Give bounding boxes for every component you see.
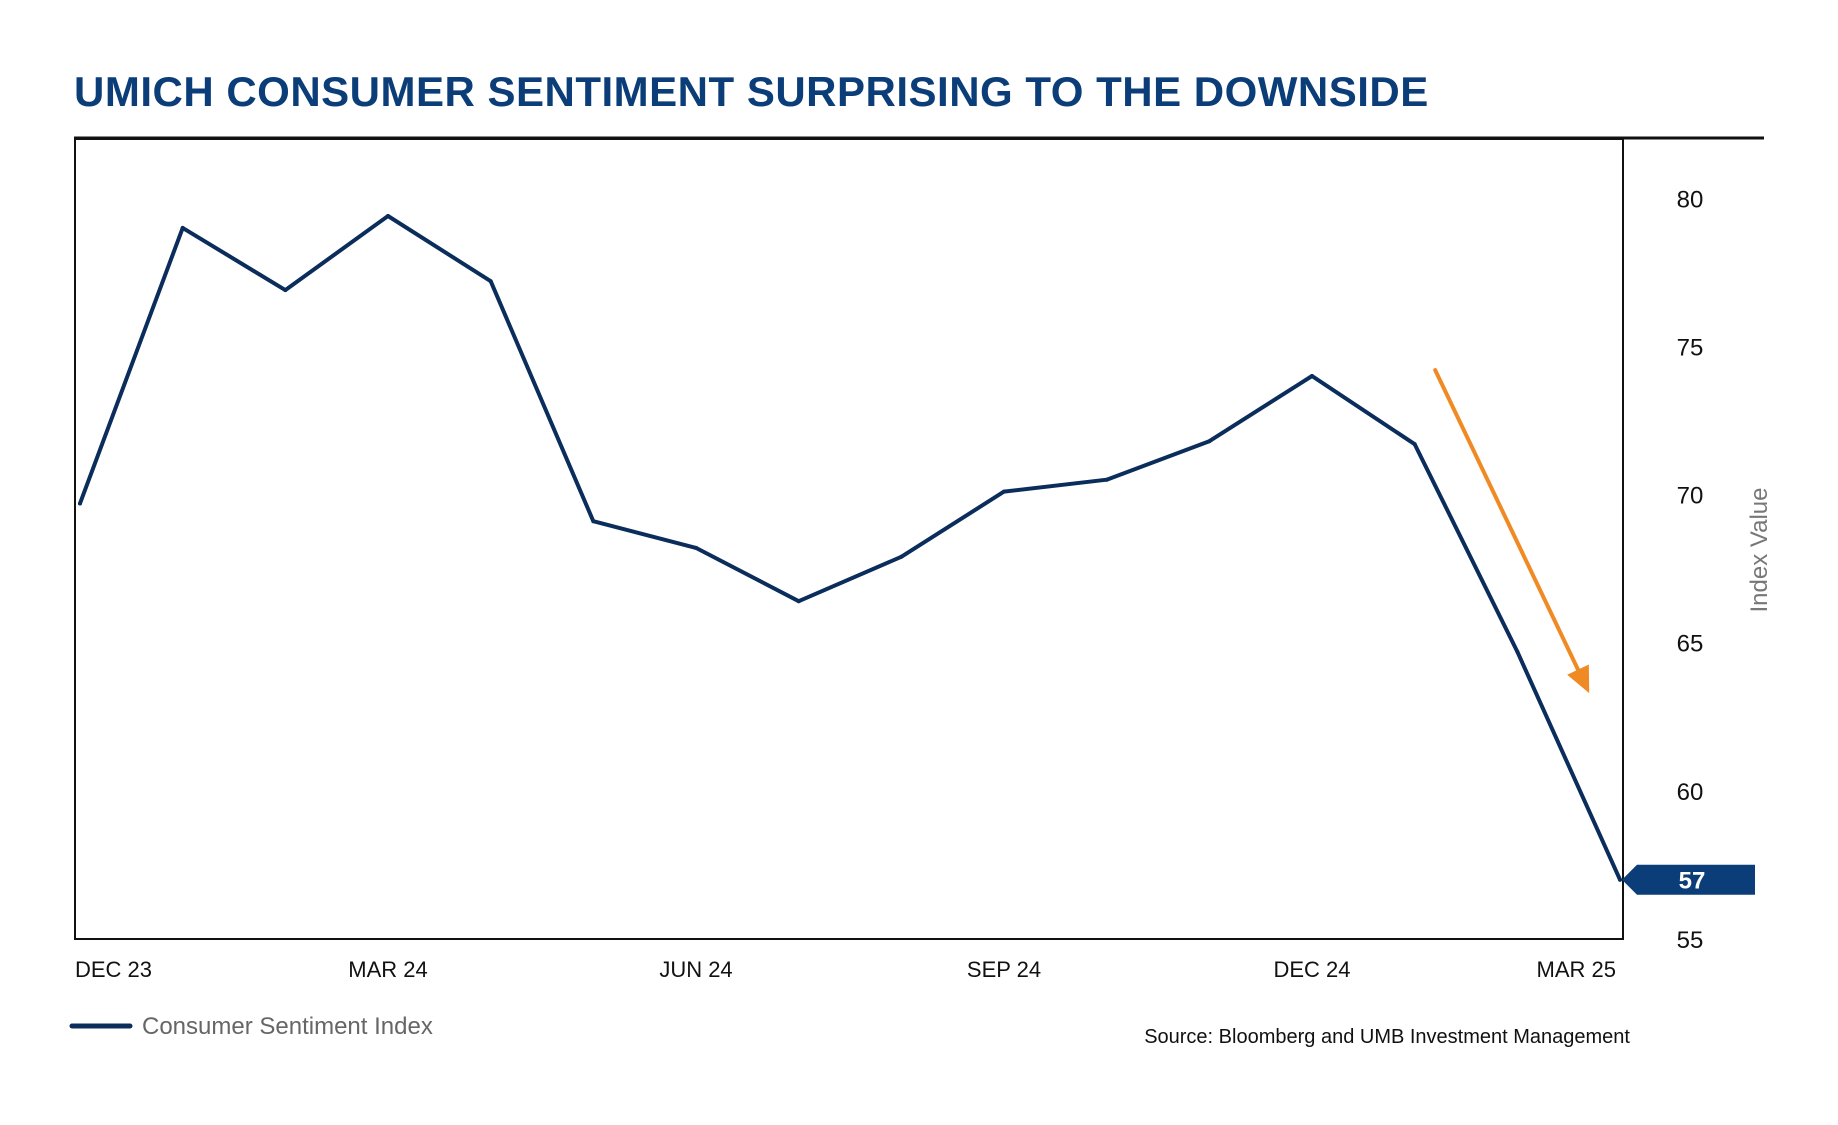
data-point: [488, 279, 493, 284]
x-tick-label: SEP 24: [967, 957, 1041, 982]
trend-arrow-shaft: [1433, 368, 1581, 672]
data-point: [386, 214, 390, 219]
y-tick-label: 80: [1677, 186, 1704, 213]
x-tick-label: MAR 25: [1537, 957, 1616, 982]
source-note: Source: Bloomberg and UMB Investment Man…: [1144, 1026, 1630, 1048]
plot-frame: [74, 138, 1624, 940]
y-axis-title: Index Value: [1746, 488, 1773, 613]
x-tick-label: MAR 24: [348, 957, 427, 982]
data-point: [283, 288, 288, 293]
chart-title: UMICH CONSUMER SENTIMENT SURPRISING TO T…: [74, 68, 1429, 115]
data-point: [591, 519, 596, 524]
x-axis: DEC 23 MAR 24 JUN 24 SEP 24 DEC 24 MAR 25: [75, 957, 1616, 982]
data-point: [796, 599, 801, 604]
y-tick-label: 55: [1677, 927, 1704, 954]
data-point: [899, 554, 904, 559]
data-point: [1618, 877, 1622, 882]
trend-arrow-head: [1567, 664, 1590, 694]
x-tick-label: JUN 24: [659, 957, 732, 982]
data-point: [180, 225, 185, 230]
series-line-consumer-sentiment: [78, 214, 1622, 882]
y-tick-label: 70: [1677, 483, 1704, 510]
last-value-callout: 57: [1622, 864, 1755, 895]
data-point: [1515, 649, 1520, 654]
data-point: [694, 545, 698, 550]
data-points: [78, 214, 1622, 882]
data-point: [1207, 439, 1212, 444]
y-tick-label: 60: [1677, 779, 1704, 806]
data-point: [1104, 477, 1109, 482]
data-point: [1412, 442, 1417, 447]
y-tick-label: 65: [1677, 631, 1704, 658]
trend-arrow: [1433, 368, 1590, 694]
y-axis: 80 75 70 65 60 55: [1677, 186, 1704, 954]
last-value-callout-label: 57: [1679, 868, 1706, 895]
legend-label: Consumer Sentiment Index: [142, 1013, 433, 1040]
y-tick-label: 75: [1677, 334, 1704, 361]
data-point: [1002, 489, 1006, 494]
data-point: [78, 501, 82, 506]
data-point: [1310, 374, 1314, 379]
last-value-callout-shape: [1622, 864, 1755, 895]
legend: Consumer Sentiment Index: [69, 1013, 433, 1040]
x-tick-label: DEC 23: [75, 957, 152, 982]
x-tick-label: DEC 24: [1273, 957, 1350, 982]
